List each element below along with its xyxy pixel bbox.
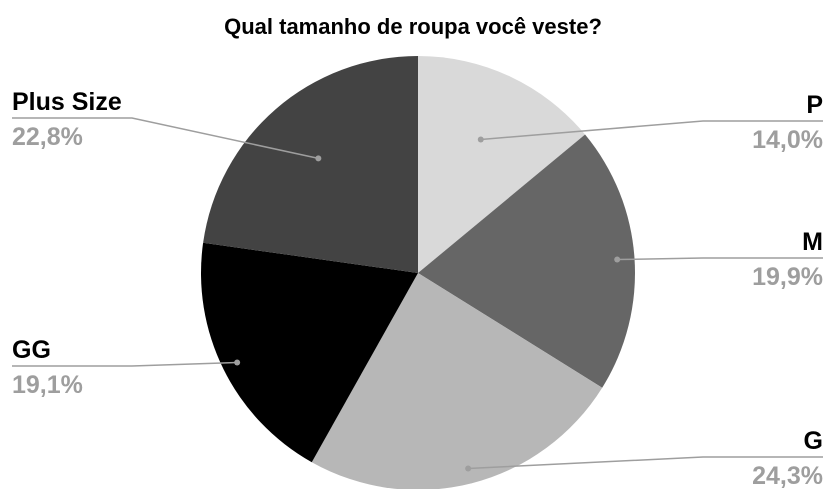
leader-line-m [617,257,823,261]
chart-title: Qual tamanho de roupa você veste? [224,14,602,39]
slice-label-gg: GG [12,336,51,364]
pie-slice-g [311,273,603,489]
leader-line-g [468,456,823,470]
pie-slice-plus-size [203,56,418,273]
pie-slice-p [418,56,586,273]
leader-dot-plus-size [315,155,322,162]
slice-percent-p: 14,0% [752,126,823,154]
leader-line-gg [12,361,238,367]
leader-dot-g [465,465,472,472]
slice-label-m: M [802,228,823,256]
slice-percent-plus-size: 22,8% [12,123,83,151]
leader-dot-gg [234,359,241,366]
leader-line-p [480,120,823,141]
slice-percent-m: 19,9% [752,263,823,291]
leader-dot-p [477,136,484,143]
pie-slice-gg [201,242,418,463]
pie-slices [201,56,635,489]
slice-percent-gg: 19,1% [12,371,83,399]
pie-labels: P 14,0% M 19,9% G 24,3% GG 19,1% Plus Size 22,8% [12,88,823,489]
slice-percent-g: 24,3% [752,462,823,489]
slice-label-plus-size: Plus Size [12,88,122,116]
leader-line-plus-size [12,117,319,160]
slice-label-g: G [804,427,823,455]
pie-slice-m [418,134,635,388]
leader-dot-m [614,256,621,263]
slice-label-p: P [806,91,823,119]
